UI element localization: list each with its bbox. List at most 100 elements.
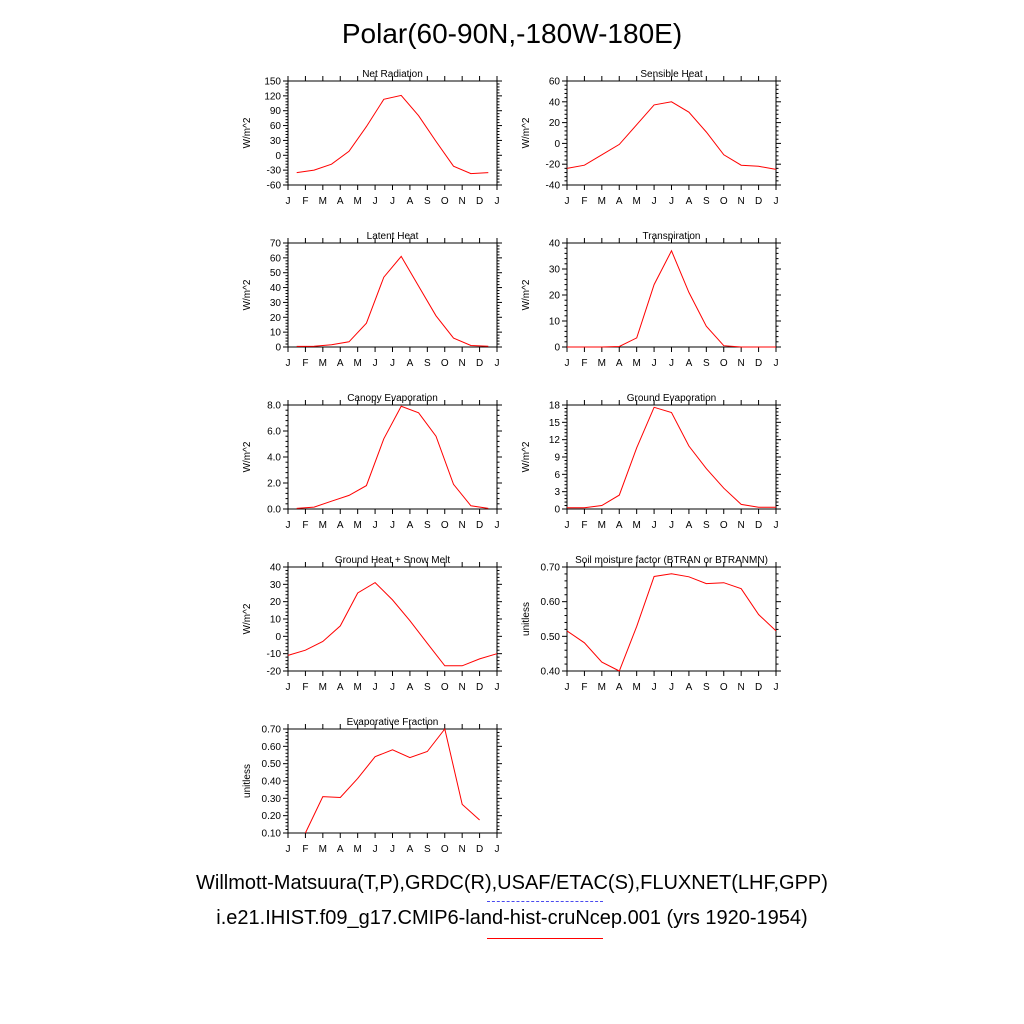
y-tick-label: 2.0	[267, 479, 281, 490]
y-tick-label: 150	[264, 77, 281, 88]
x-tick-label: O	[441, 520, 449, 531]
x-tick-label: J	[286, 358, 291, 369]
x-tick-label: F	[302, 520, 308, 531]
chart-title: Evaporative Fraction	[347, 717, 439, 728]
x-tick-label: A	[337, 682, 344, 693]
plot-frame	[566, 566, 777, 672]
x-tick-label: F	[581, 520, 587, 531]
chart-title: Sensible Heat	[640, 69, 702, 80]
y-tick-label: 10	[549, 317, 561, 328]
y-axis-label: W/m^2	[521, 441, 532, 472]
x-tick-label: A	[407, 520, 414, 531]
x-tick-label: M	[632, 520, 640, 531]
x-tick-label: N	[459, 682, 466, 693]
y-tick-label: 40	[549, 97, 561, 108]
x-tick-label: D	[755, 682, 762, 693]
y-tick-label: 50	[270, 268, 282, 279]
x-tick-label: M	[632, 682, 640, 693]
x-tick-label: D	[755, 358, 762, 369]
y-tick-label: 0.0	[267, 505, 281, 516]
x-tick-label: J	[373, 358, 378, 369]
y-tick-label: 30	[270, 136, 282, 147]
x-tick-label: S	[703, 196, 710, 207]
x-tick-label: J	[495, 358, 500, 369]
x-tick-label: F	[302, 196, 308, 207]
y-axis-label: W/m^2	[242, 441, 253, 472]
chart-title: Soil moisture factor (BTRAN or BTRANMN)	[575, 555, 768, 566]
x-tick-label: D	[476, 358, 483, 369]
x-tick-label: D	[755, 520, 762, 531]
y-tick-label: 0.50	[541, 632, 561, 643]
y-tick-label: 40	[549, 239, 561, 250]
plot-frame	[287, 728, 498, 834]
x-tick-label: M	[353, 358, 361, 369]
y-tick-label: 10	[270, 328, 282, 339]
x-tick-label: S	[424, 520, 431, 531]
series-line	[304, 727, 480, 834]
x-tick-label: F	[581, 682, 587, 693]
x-tick-label: M	[353, 520, 361, 531]
x-tick-label: A	[686, 682, 693, 693]
y-tick-label: 20	[549, 118, 561, 129]
y-tick-label: 10	[270, 615, 282, 626]
chart-panel: Ground Heat + Snow Melt W/m^2 40 30 20 10 0 -10…	[242, 555, 502, 693]
chart-title: Canopy Evaporation	[347, 393, 438, 404]
y-tick-label: 12	[549, 435, 561, 446]
plot-frame	[287, 242, 498, 348]
series-line	[296, 405, 489, 509]
x-tick-label: J	[774, 682, 779, 693]
x-tick-label: F	[581, 196, 587, 207]
x-tick-label: M	[353, 196, 361, 207]
y-tick-label: 4.0	[267, 453, 281, 464]
series-line	[296, 255, 489, 347]
x-tick-label: M	[319, 196, 327, 207]
x-tick-label: M	[632, 196, 640, 207]
y-axis-label: unitless	[521, 602, 532, 636]
x-tick-label: D	[476, 520, 483, 531]
x-tick-label: N	[738, 520, 745, 531]
y-tick-label: 20	[270, 313, 282, 324]
y-axis-label: W/m^2	[242, 117, 253, 148]
x-tick-label: J	[495, 682, 500, 693]
x-tick-label: A	[686, 196, 693, 207]
series-line	[567, 249, 776, 348]
x-tick-label: J	[373, 520, 378, 531]
y-tick-label: -40	[546, 181, 561, 192]
plot-frame	[287, 404, 498, 510]
x-tick-label: J	[774, 520, 779, 531]
x-tick-label: M	[598, 358, 606, 369]
x-tick-label: J	[286, 520, 291, 531]
x-tick-label: J	[495, 196, 500, 207]
y-tick-label: 15	[549, 418, 561, 429]
page-title: Polar(60-90N,-180W-180E)	[341, 18, 683, 49]
x-tick-label: N	[738, 358, 745, 369]
chart-title: Ground Evaporation	[627, 393, 717, 404]
y-tick-label: 6.0	[267, 427, 281, 438]
y-tick-label: -20	[546, 160, 561, 171]
chart-title: Ground Heat + Snow Melt	[335, 555, 451, 566]
y-tick-label: 0.60	[541, 597, 561, 608]
y-tick-label: -30	[267, 166, 282, 177]
y-tick-label: 120	[264, 91, 281, 102]
y-tick-label: 0.50	[262, 759, 282, 770]
x-tick-label: O	[441, 844, 449, 855]
chart-panel: Evaporative Fraction unitless 0.70 0.60 0.50…	[242, 717, 502, 855]
x-tick-label: A	[686, 520, 693, 531]
y-tick-label: 30	[270, 298, 282, 309]
x-tick-label: S	[424, 682, 431, 693]
series-line	[567, 406, 776, 509]
y-tick-label: -60	[267, 181, 282, 192]
legend-observations-swatch	[487, 901, 603, 902]
x-tick-label: J	[565, 520, 570, 531]
series-line	[296, 94, 489, 175]
y-axis-label: W/m^2	[521, 279, 532, 310]
x-tick-label: M	[319, 358, 327, 369]
x-tick-label: S	[703, 520, 710, 531]
y-tick-label: 0	[554, 139, 560, 150]
x-tick-label: N	[459, 196, 466, 207]
x-tick-label: S	[424, 844, 431, 855]
y-axis-label: W/m^2	[242, 279, 253, 310]
y-tick-label: 60	[270, 253, 282, 264]
